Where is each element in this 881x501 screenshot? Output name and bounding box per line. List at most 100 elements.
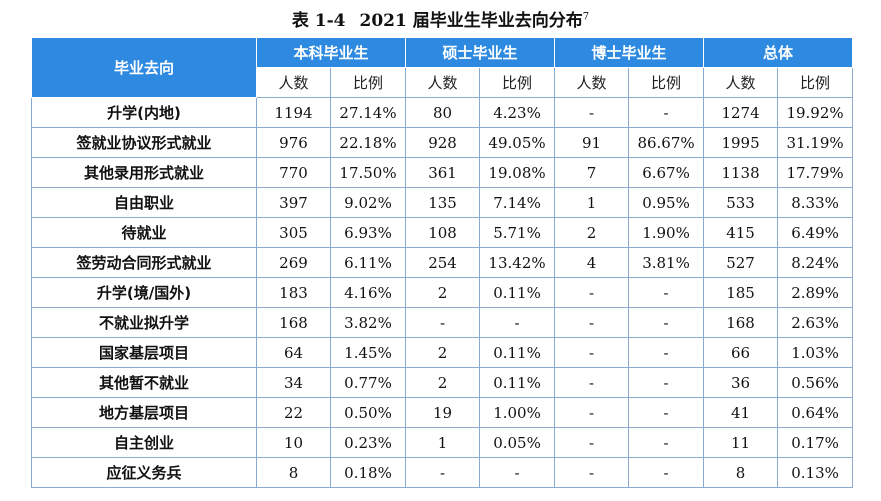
row-label: 地方基层项目 — [31, 397, 257, 428]
row-label: 升学(内地) — [31, 97, 257, 128]
count-cell: 1 — [405, 427, 481, 458]
ratio-cell: 9.02% — [329, 187, 407, 218]
row-label: 待就业 — [31, 217, 257, 248]
count-cell: 415 — [703, 217, 779, 248]
count-cell: 527 — [703, 247, 779, 278]
destination-table: 毕业去向 本科毕业生 硕士毕业生 博士毕业生 总体 人数 比例 人数 比例 人数… — [31, 37, 854, 488]
row-label-header: 毕业去向 — [31, 37, 257, 98]
table-row: 自由职业 397 9.02% 135 7.14% 1 0.95% 533 8.33% — [31, 187, 854, 218]
table-row: 其他暂不就业 34 0.77% 2 0.11% - -36 0.56% — [31, 367, 854, 398]
ratio-cell: 4.23% — [479, 97, 556, 128]
ratio-cell: 0.11% — [479, 337, 556, 368]
count-cell: 183 — [256, 277, 331, 308]
ratio-cell: 3.82% — [329, 307, 407, 338]
count-cell: 7 — [554, 157, 630, 188]
row-label: 自由职业 — [31, 187, 257, 218]
sub-header-count: 人数 — [554, 67, 630, 98]
count-cell: - — [554, 367, 630, 398]
group-header-doctor: 博士毕业生 — [554, 37, 705, 68]
count-cell: - — [554, 397, 630, 428]
sub-header-count: 人数 — [703, 67, 779, 98]
ratio-cell: - — [479, 457, 556, 488]
count-cell: 305 — [256, 217, 331, 248]
ratio-cell: 17.79% — [777, 157, 854, 188]
ratio-cell: - — [628, 367, 705, 398]
count-cell: 533 — [703, 187, 779, 218]
count-cell: 2 — [405, 337, 481, 368]
table-row: 签劳动合同形式就业 269 6.11% 254 13.42% 4 3.81% 527 8.24% — [31, 247, 854, 278]
count-cell: 108 — [405, 217, 481, 248]
count-cell: 1194 — [256, 97, 331, 128]
group-header-master: 硕士毕业生 — [405, 37, 556, 68]
count-cell: 66 — [703, 337, 779, 368]
count-cell: - — [554, 337, 630, 368]
count-cell: 11 — [703, 427, 779, 458]
ratio-cell: 19.08% — [479, 157, 556, 188]
ratio-cell: - — [628, 397, 705, 428]
sub-header-count: 人数 — [256, 67, 331, 98]
ratio-cell: 1.03% — [777, 337, 854, 368]
ratio-cell: 2.63% — [777, 307, 854, 338]
header-row-groups: 毕业去向 本科毕业生 硕士毕业生 博士毕业生 总体 — [31, 37, 854, 98]
count-cell: 361 — [405, 157, 481, 188]
table-number: 表 1-4 — [291, 11, 346, 31]
ratio-cell: 0.95% — [628, 187, 705, 218]
row-label: 自主创业 — [31, 427, 257, 458]
ratio-cell: 0.23% — [329, 427, 407, 458]
ratio-cell: 86.67% — [628, 127, 705, 158]
count-cell: 2 — [405, 277, 481, 308]
count-cell: 2 — [554, 217, 630, 248]
ratio-cell: 0.18% — [329, 457, 407, 488]
ratio-cell: 0.17% — [777, 427, 854, 458]
count-cell: 269 — [256, 247, 331, 278]
ratio-cell: 17.50% — [329, 157, 407, 188]
count-cell: 397 — [256, 187, 331, 218]
table-row: 其他录用形式就业 770 17.50% 361 19.08% 7 6.67% 1138 17.7… — [31, 157, 854, 188]
row-label: 不就业拟升学 — [31, 307, 257, 338]
count-cell: 770 — [256, 157, 331, 188]
table-row: 升学(境/国外) 183 4.16% 2 0.11% - -185 2.89% — [31, 277, 854, 308]
count-cell: 135 — [405, 187, 481, 218]
sub-header-ratio: 比例 — [777, 67, 854, 98]
footnote-marker: 7 — [582, 11, 590, 23]
count-cell: - — [554, 97, 630, 128]
count-cell: 19 — [405, 397, 481, 428]
table-row: 国家基层项目 64 1.45% 2 0.11% - -66 1.03% — [31, 337, 854, 368]
table-row: 签就业协议形式就业 976 22.18% 928 49.05% 91 86.67% 1995 3… — [31, 127, 854, 158]
ratio-cell: 6.67% — [628, 157, 705, 188]
sub-header-ratio: 比例 — [628, 67, 705, 98]
ratio-cell: 2.89% — [777, 277, 854, 308]
row-label: 应征义务兵 — [31, 457, 257, 488]
count-cell: 1274 — [703, 97, 779, 128]
table-row: 升学(内地) 1194 27.14% 80 4.23% - -1274 19.92% — [31, 97, 854, 128]
ratio-cell: 6.93% — [329, 217, 407, 248]
count-cell: 64 — [256, 337, 331, 368]
header-row-sub: 人数 比例 人数 比例 人数 比例 人数 比例 — [32, 67, 854, 98]
count-cell: - — [405, 307, 481, 338]
count-cell: 91 — [554, 127, 630, 158]
count-cell: 22 — [256, 397, 331, 428]
row-label: 签劳动合同形式就业 — [31, 247, 257, 278]
count-cell: 168 — [256, 307, 331, 338]
ratio-cell: - — [479, 307, 556, 338]
count-cell: 1138 — [703, 157, 779, 188]
sub-header-count: 人数 — [405, 67, 481, 98]
count-cell: 185 — [703, 277, 779, 308]
ratio-cell: 0.13% — [777, 457, 854, 488]
ratio-cell: 13.42% — [479, 247, 556, 278]
ratio-cell: 0.64% — [777, 397, 854, 428]
count-cell: 976 — [256, 127, 331, 158]
ratio-cell: 1.90% — [628, 217, 705, 248]
table-row: 待就业 305 6.93% 108 5.71% 2 1.90% 415 6.49% — [31, 217, 854, 248]
row-label: 其他暂不就业 — [31, 367, 257, 398]
ratio-cell: 0.50% — [329, 397, 407, 428]
count-cell: 254 — [405, 247, 481, 278]
ratio-cell: 0.05% — [479, 427, 556, 458]
count-cell: 168 — [703, 307, 779, 338]
sub-header-ratio: 比例 — [479, 67, 556, 98]
count-cell: 34 — [256, 367, 331, 398]
ratio-cell: 49.05% — [479, 127, 556, 158]
count-cell: - — [554, 427, 630, 458]
count-cell: 928 — [405, 127, 481, 158]
ratio-cell: 6.49% — [777, 217, 854, 248]
